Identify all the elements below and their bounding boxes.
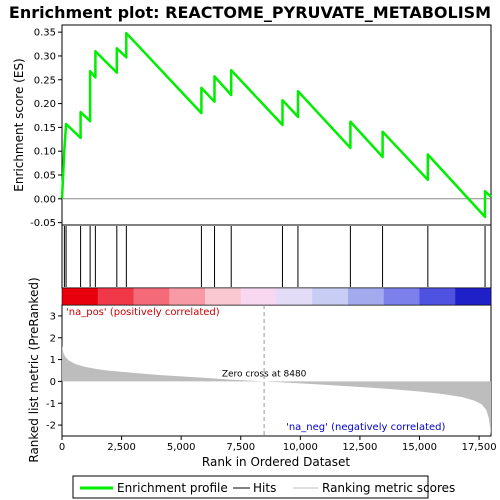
- heat-segment: [419, 288, 456, 305]
- legend: Enrichment profile Hits Ranking metric s…: [72, 475, 455, 499]
- heat-layer: [61, 287, 492, 306]
- es-y-tick-label: 0.15: [34, 123, 56, 134]
- x-tick-label: 17,500: [462, 442, 497, 453]
- metric-y-axis-label: Ranked list metric (PreRanked): [27, 277, 41, 462]
- axis-layer: -0.05 0.00 0.05 0.10 0.15 0.20 0.25 0.30 0.35 -2 -…: [30, 28, 496, 453]
- heat-strip-border: [61, 287, 492, 306]
- legend-ranking-label: Ranking metric scores: [322, 481, 455, 495]
- metric-y-tick-label: 3: [50, 311, 56, 322]
- es-y-tick-label: 0.30: [34, 51, 56, 62]
- es-y-tick-label: 0.10: [34, 147, 56, 158]
- heat-segment: [240, 288, 277, 305]
- negative-correlation-label: 'na_neg' (negatively correlated): [286, 422, 445, 433]
- legend-box: [72, 475, 429, 499]
- positive-correlation-label: 'na_pos' (positively correlated): [66, 307, 220, 318]
- heat-segment: [62, 288, 99, 305]
- es-panel: [61, 24, 492, 226]
- heat-segment: [312, 288, 349, 305]
- chart-title: Enrichment plot: REACTOME_PYRUVATE_METAB…: [9, 3, 491, 22]
- hits-panel: [61, 224, 492, 289]
- legend-hits-label: Hits: [253, 481, 276, 495]
- heat-segment: [169, 288, 206, 305]
- metric-y-tick-label: -2: [46, 421, 56, 432]
- heat-segment: [348, 288, 385, 305]
- x-tick-label: 5,000: [167, 442, 196, 453]
- es-y-tick-label: 0.20: [34, 99, 56, 110]
- metric-y-tick-label: 1: [50, 355, 56, 366]
- heat-segment: [97, 288, 134, 305]
- es-y-axis-label: Enrichment score (ES): [12, 58, 26, 191]
- enrichment-profile-line: [60, 31, 492, 219]
- x-axis-label: Rank in Ordered Dataset: [202, 455, 350, 469]
- x-tick-label: 0: [59, 442, 65, 453]
- heat-segment: [276, 288, 313, 305]
- metric-y-tick-label: 2: [50, 333, 56, 344]
- x-tick-label: 12,500: [342, 442, 377, 453]
- x-tick-label: 2,500: [107, 442, 136, 453]
- heat-segment: [205, 288, 242, 305]
- heat-segment: [133, 288, 170, 305]
- legend-enrichment-label: Enrichment profile: [117, 481, 228, 495]
- es-y-tick-label: 0.35: [34, 28, 56, 39]
- es-layer: [60, 31, 492, 219]
- metric-y-tick-label: 0: [50, 377, 56, 388]
- es-y-tick-label: -0.05: [30, 218, 56, 229]
- es-y-tick-label: 0.25: [34, 75, 56, 86]
- heat-segment: [383, 288, 420, 305]
- x-tick-label: 15,000: [402, 442, 437, 453]
- metric-layer: [62, 305, 491, 436]
- x-tick-label: 10,000: [283, 442, 318, 453]
- zero-cross-label: Zero cross at 8480: [222, 369, 307, 379]
- heat-segment: [455, 288, 492, 305]
- es-y-tick-label: 0.00: [34, 194, 56, 205]
- metric-y-tick-label: -1: [46, 399, 56, 410]
- x-tick-label: 7,500: [226, 442, 255, 453]
- hits-layer: [63, 226, 486, 287]
- ranking-metric-area: [62, 345, 491, 435]
- es-y-tick-label: 0.05: [34, 171, 56, 182]
